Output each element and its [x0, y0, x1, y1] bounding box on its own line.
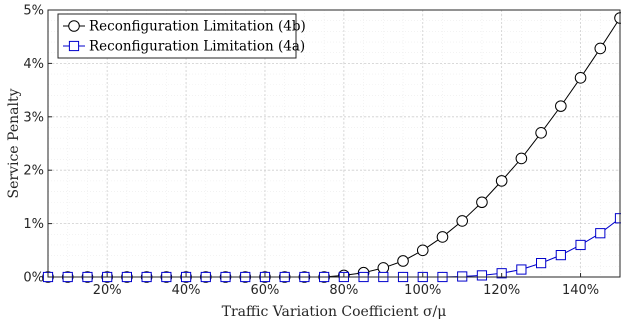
series-line	[48, 217, 621, 278]
data-point	[555, 100, 567, 112]
y-tick-label: 2%	[23, 164, 44, 179]
plot-frame	[47, 9, 621, 278]
legend-label: Reconfiguration Limitation (4a)	[89, 39, 305, 55]
data-point	[456, 215, 469, 227]
axis-ticks: 20% 40% 60% 80% 100% 120% 140% 0% 1% 2% 3% 4% 5%	[23, 4, 599, 299]
legend: Reconfiguration Limitation (4b) Reconfigu…	[57, 13, 306, 59]
x-tick-label: 120%	[483, 283, 520, 298]
data-point	[594, 42, 607, 55]
data-point	[516, 264, 527, 275]
x-axis-label: Traffic Variation Coefficient σ/μ	[222, 304, 447, 320]
y-tick-label: 1%	[23, 217, 44, 232]
data-point	[495, 175, 508, 187]
legend-entry: Reconfiguration Limitation (4a)	[63, 39, 305, 55]
legend-circle-marker	[68, 20, 80, 32]
data-point	[595, 228, 606, 239]
x-tick-label: 140%	[562, 283, 599, 298]
data-point	[575, 239, 586, 251]
legend-entry: Reconfiguration Limitation (4b)	[63, 19, 306, 35]
x-tick-label: 100%	[404, 283, 441, 298]
data-point	[536, 258, 547, 269]
legend-box	[57, 13, 297, 59]
data-point	[476, 196, 488, 209]
y-tick-label: 0%	[23, 271, 44, 286]
data-point	[416, 244, 429, 257]
y-tick-label: 3%	[23, 110, 44, 125]
legend-entries: Reconfiguration Limitation (4b) Reconfigu…	[63, 19, 306, 55]
data-point	[397, 255, 409, 267]
data-point	[555, 250, 566, 261]
data-point	[515, 152, 528, 165]
x-tick-label: 80%	[329, 283, 358, 298]
data-point	[574, 72, 587, 84]
x-tick-label: 60%	[251, 283, 280, 298]
legend-label: Reconfiguration Limitation (4b)	[89, 19, 306, 35]
data-point	[457, 271, 468, 282]
y-tick-label: 4%	[23, 57, 44, 72]
data-point	[436, 231, 449, 243]
y-axis-label: Service Penalty	[6, 88, 22, 198]
x-tick-label: 20%	[93, 283, 122, 298]
y-tick-label: 5%	[23, 4, 44, 19]
legend-square-marker	[68, 40, 80, 52]
data-point	[377, 262, 390, 274]
x-tick-label: 40%	[172, 283, 201, 298]
data-point	[476, 270, 488, 281]
data-point	[535, 127, 547, 139]
